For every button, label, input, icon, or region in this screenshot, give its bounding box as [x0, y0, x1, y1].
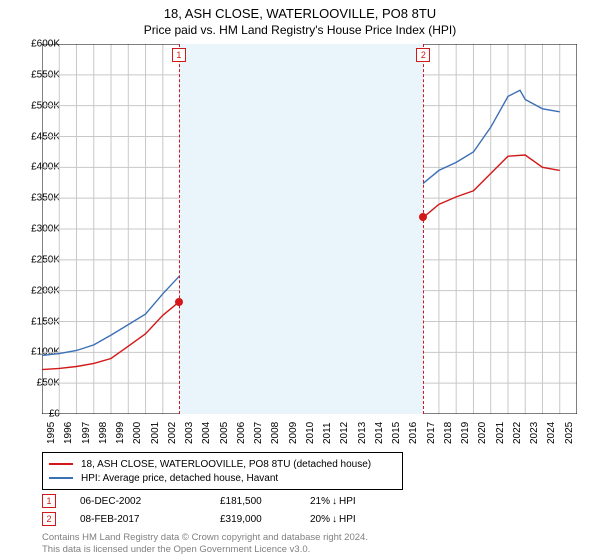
arrow-down-icon: ↓ [332, 496, 337, 507]
legend-row-hpi: HPI: Average price, detached house, Hava… [49, 471, 396, 485]
plot-area: 12 [42, 44, 577, 414]
x-tick-label: 2023 [529, 422, 540, 444]
legend-swatch-price-paid [49, 463, 73, 465]
x-tick-label: 2025 [564, 422, 575, 444]
legend-swatch-hpi [49, 477, 73, 479]
x-tick-label: 2022 [512, 422, 523, 444]
arrow-down-icon: ↓ [332, 514, 337, 525]
event-marker-box: 2 [416, 48, 430, 62]
footer-line2: This data is licensed under the Open Gov… [42, 544, 368, 556]
chart-container: 18, ASH CLOSE, WATERLOOVILLE, PO8 8TU Pr… [0, 0, 600, 560]
x-tick-label: 2005 [219, 422, 230, 444]
x-tick-label: 1998 [98, 422, 109, 444]
x-tick-label: 2003 [184, 422, 195, 444]
legend-row-price-paid: 18, ASH CLOSE, WATERLOOVILLE, PO8 8TU (d… [49, 457, 396, 471]
event-suffix-1: HPI [339, 496, 356, 507]
x-tick-label: 2002 [167, 422, 178, 444]
event-index-box-1: 1 [42, 494, 56, 508]
plot-svg [42, 44, 577, 414]
x-tick-label: 2004 [201, 422, 212, 444]
chart-title-line1: 18, ASH CLOSE, WATERLOOVILLE, PO8 8TU [0, 0, 600, 21]
x-tick-label: 2006 [236, 422, 247, 444]
x-tick-label: 2000 [132, 422, 143, 444]
event-date-1: 06-DEC-2002 [80, 496, 220, 507]
event-row-2: 2 08-FEB-2017 £319,000 20% ↓ HPI [42, 510, 356, 528]
event-pct-1: 21% [310, 496, 330, 507]
legend-label-price-paid: 18, ASH CLOSE, WATERLOOVILLE, PO8 8TU (d… [81, 459, 371, 470]
chart-title-line2: Price paid vs. HM Land Registry's House … [0, 21, 600, 37]
event-date-2: 08-FEB-2017 [80, 514, 220, 525]
event-dashed-line [423, 44, 424, 414]
x-tick-label: 2024 [546, 422, 557, 444]
x-tick-label: 1995 [46, 422, 57, 444]
x-tick-label: 2015 [391, 422, 402, 444]
x-tick-label: 2008 [270, 422, 281, 444]
x-tick-label: 1999 [115, 422, 126, 444]
event-table: 1 06-DEC-2002 £181,500 21% ↓ HPI 2 08-FE… [42, 492, 356, 528]
x-tick-label: 2011 [322, 422, 333, 444]
legend-box: 18, ASH CLOSE, WATERLOOVILLE, PO8 8TU (d… [42, 452, 403, 490]
x-tick-label: 2013 [357, 422, 368, 444]
legend-label-hpi: HPI: Average price, detached house, Hava… [81, 473, 278, 484]
event-price-2: £319,000 [220, 514, 310, 525]
event-pct-2: 20% [310, 514, 330, 525]
x-tick-label: 2020 [477, 422, 488, 444]
x-tick-label: 2014 [374, 422, 385, 444]
event-row-1: 1 06-DEC-2002 £181,500 21% ↓ HPI [42, 492, 356, 510]
event-point-marker [175, 298, 183, 306]
event-index-box-2: 2 [42, 512, 56, 526]
event-price-1: £181,500 [220, 496, 310, 507]
event-marker-box: 1 [172, 48, 186, 62]
x-tick-label: 2009 [288, 422, 299, 444]
event-dashed-line [179, 44, 180, 414]
attribution-footer: Contains HM Land Registry data © Crown c… [42, 532, 368, 556]
x-tick-label: 2016 [408, 422, 419, 444]
x-tick-label: 2019 [460, 422, 471, 444]
x-tick-label: 2012 [339, 422, 350, 444]
x-tick-label: 2018 [443, 422, 454, 444]
x-tick-label: 2010 [305, 422, 316, 444]
x-tick-label: 1997 [81, 422, 92, 444]
x-tick-label: 2021 [495, 422, 506, 444]
x-tick-label: 2007 [253, 422, 264, 444]
footer-line1: Contains HM Land Registry data © Crown c… [42, 532, 368, 544]
x-tick-label: 1996 [63, 422, 74, 444]
x-tick-label: 2017 [426, 422, 437, 444]
event-point-marker [419, 213, 427, 221]
x-tick-label: 2001 [150, 422, 161, 444]
event-suffix-2: HPI [339, 514, 356, 525]
